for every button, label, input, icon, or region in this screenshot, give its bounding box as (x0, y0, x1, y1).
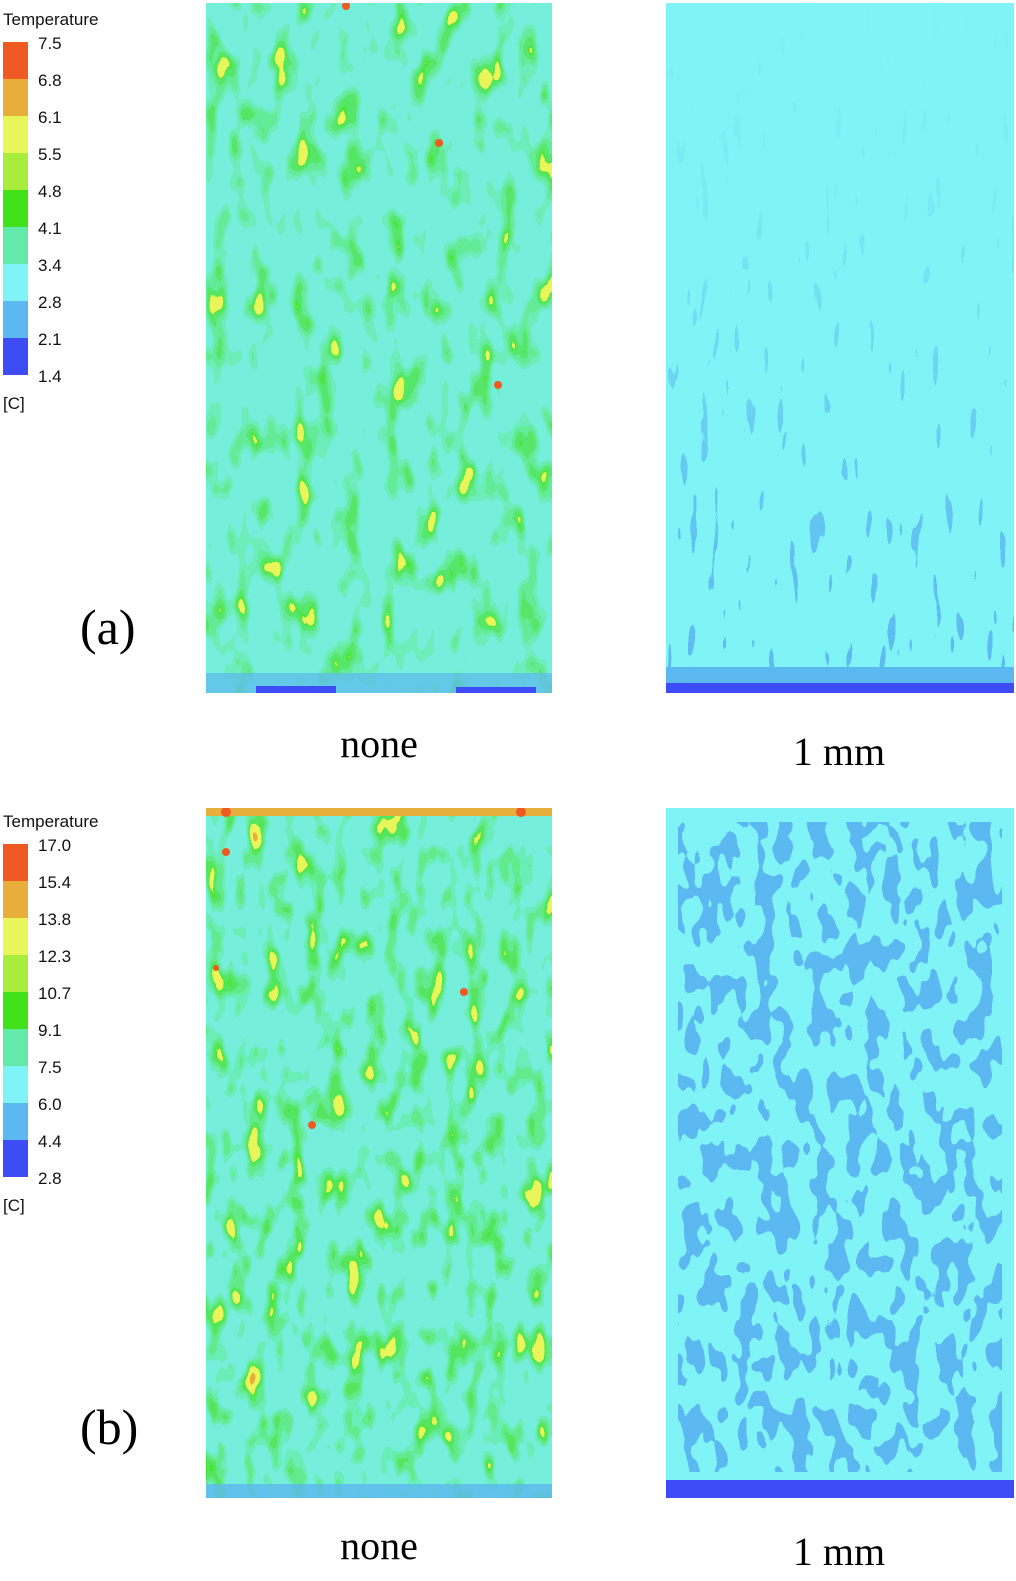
contour-plot (666, 808, 1014, 1498)
legend-swatch (3, 153, 28, 190)
legend-swatch (3, 1103, 28, 1140)
contour-panel-b-none (206, 808, 552, 1498)
caption: 1 mm (792, 1529, 886, 1574)
legend-tick: 3.4 (38, 256, 62, 275)
contour-panel-b-1mm (666, 808, 1014, 1498)
legend-tick: 9.1 (38, 1021, 62, 1040)
legend-swatch (3, 338, 28, 375)
legend-swatch (3, 301, 28, 338)
legend-tick: 7.5 (38, 1058, 62, 1077)
legend-tick: 13.8 (38, 910, 72, 929)
legend-tick: 12.3 (38, 947, 72, 966)
legend-swatch (3, 264, 28, 301)
legend-swatch (3, 918, 28, 955)
legend-unit: [C] (3, 1196, 25, 1215)
legend-tick: 15.4 (38, 873, 72, 892)
legend-title: Temperature (3, 10, 99, 29)
legend-tick: 7.5 (38, 34, 62, 53)
legend-swatch (3, 227, 28, 264)
legend-tick: 6.0 (38, 1095, 62, 1114)
panel-letter: (b) (80, 1399, 139, 1455)
legend-swatch (3, 1066, 28, 1103)
contour-plot (666, 3, 1014, 693)
caption: none (340, 1523, 418, 1568)
legend-swatch (3, 79, 28, 116)
legend-swatch (3, 1140, 28, 1177)
legend-swatch (3, 844, 28, 881)
legend-tick: 4.1 (38, 219, 62, 238)
contour-panel-a-1mm (666, 3, 1014, 693)
legend-title: Temperature (3, 812, 99, 831)
legend-swatch (3, 881, 28, 918)
contour-plot (206, 808, 552, 1498)
legend-tick: 17.0 (38, 836, 72, 855)
legend-tick: 2.8 (38, 293, 62, 312)
legend-a: Temperature 7.5 6.8 6.1 5.5 4.8 4.1 3.4 … (0, 10, 140, 413)
legend-tick: 1.4 (38, 367, 62, 386)
legend-tick: 2.8 (38, 1169, 62, 1188)
legend-swatch (3, 992, 28, 1029)
panel-letter: (a) (80, 599, 136, 655)
legend-swatch (3, 190, 28, 227)
legend-swatch (3, 1029, 28, 1066)
legend-b: Temperature 17.0 15.4 13.8 12.3 10.7 9.1… (0, 812, 140, 1215)
caption: none (340, 721, 418, 766)
legend-tick: 10.7 (38, 984, 72, 1003)
legend-swatch (3, 42, 28, 79)
legend-tick: 4.8 (38, 182, 62, 201)
legend-unit: [C] (3, 394, 25, 413)
legend-swatch (3, 116, 28, 153)
legend-tick: 4.4 (38, 1132, 62, 1151)
legend-tick: 2.1 (38, 330, 62, 349)
legend-tick: 5.5 (38, 145, 62, 164)
contour-plot (206, 3, 552, 693)
contour-panel-a-none (206, 3, 552, 693)
legend-swatch (3, 955, 28, 992)
caption: 1 mm (792, 729, 886, 774)
legend-tick: 6.8 (38, 71, 62, 90)
legend-tick: 6.1 (38, 108, 62, 127)
